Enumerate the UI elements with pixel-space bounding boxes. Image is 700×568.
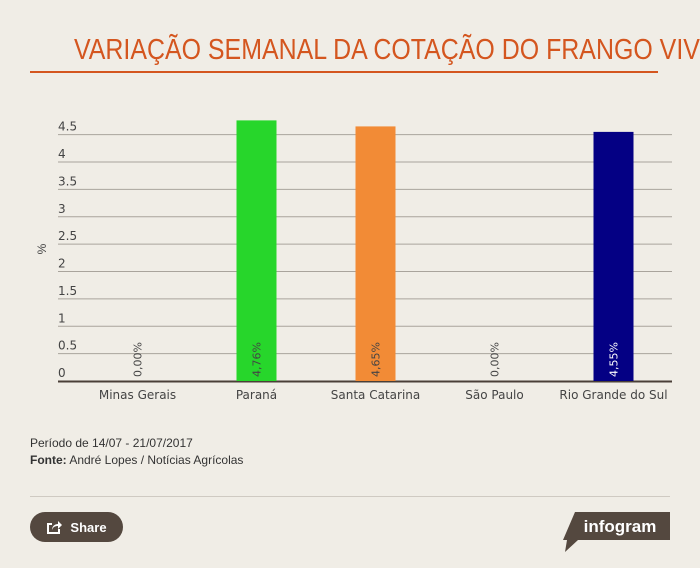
infogram-logo-shape: infogram: [563, 512, 670, 552]
y-tick-label: 2.5: [58, 229, 77, 243]
y-tick-label: 1: [58, 311, 66, 325]
period-note: Período de 14/07 - 21/07/2017: [30, 436, 193, 450]
title-underline: [30, 71, 658, 73]
footer-divider: [30, 496, 670, 497]
chart-title: VARIAÇÃO SEMANAL DA COTAÇÃO DO FRANGO VI…: [73, 34, 700, 66]
y-tick-label: 2: [58, 257, 66, 271]
bar-rio-grande-do-sul: [593, 131, 634, 381]
y-tick-label: 4.5: [58, 120, 77, 134]
bar-chart: 0 0.5 1 1.5 2 2.5 3 3.5 4 4.5% 0,00% Minas Gerais 4,…: [35, 120, 672, 402]
x-tick-label: Rio Grande do Sul: [559, 388, 667, 402]
source-label: Fonte:: [30, 453, 67, 467]
share-icon: [47, 521, 63, 534]
infogram-logo[interactable]: infogram: [560, 512, 670, 552]
y-tick-label: 3.5: [58, 174, 77, 188]
x-tick-label: Minas Gerais: [99, 388, 176, 402]
x-tick-label: Santa Catarina: [331, 388, 420, 402]
data-label: 0,00%: [132, 342, 145, 377]
bar-paran-: [236, 120, 277, 381]
y-tick-label: 4: [58, 147, 66, 161]
share-button[interactable]: Share: [30, 512, 123, 542]
data-label: 4,55%: [608, 342, 621, 377]
x-tick-label: São Paulo: [465, 388, 523, 402]
y-axis-label: %: [35, 243, 49, 254]
brand-text: infogram: [584, 517, 657, 536]
y-tick-label: 0: [58, 366, 66, 380]
bar-santa-catarina: [355, 126, 396, 381]
data-label: 4,65%: [370, 342, 383, 377]
y-tick-label: 0.5: [58, 339, 77, 353]
source-note: Fonte: André Lopes / Notícias Agrícolas: [30, 453, 243, 467]
y-tick-label: 1.5: [58, 284, 77, 298]
x-tick-label: Paraná: [236, 388, 277, 402]
y-tick-label: 3: [58, 202, 66, 216]
share-label: Share: [70, 519, 107, 535]
data-label: 4,76%: [251, 342, 264, 377]
data-label: 0,00%: [489, 342, 502, 377]
source-text: André Lopes / Notícias Agrícolas: [66, 453, 244, 467]
